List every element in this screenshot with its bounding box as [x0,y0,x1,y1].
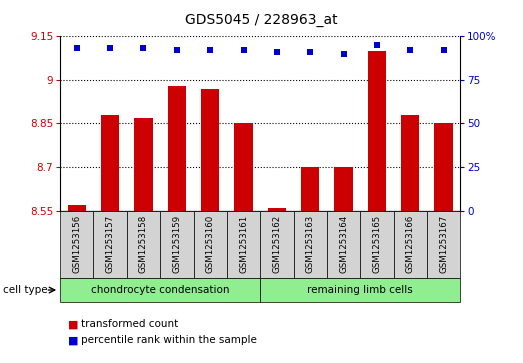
Text: GSM1253161: GSM1253161 [239,215,248,273]
Bar [401,115,419,363]
Text: GDS5045 / 228963_at: GDS5045 / 228963_at [185,13,338,27]
Bar [334,167,353,363]
Point [206,47,214,53]
Text: GSM1253156: GSM1253156 [72,215,81,273]
Point [106,46,115,52]
Text: GSM1253162: GSM1253162 [272,215,281,273]
Text: GSM1253164: GSM1253164 [339,215,348,273]
Bar [301,167,320,363]
Bar [268,208,286,363]
Text: GSM1253158: GSM1253158 [139,215,148,273]
Point [173,47,181,53]
Bar [134,118,153,363]
Point [373,42,381,48]
Text: GSM1253167: GSM1253167 [439,215,448,273]
Text: cell type: cell type [3,285,47,295]
Bar [435,123,453,363]
Text: chondrocyte condensation: chondrocyte condensation [91,285,230,295]
Text: GSM1253159: GSM1253159 [173,215,181,273]
Text: GSM1253160: GSM1253160 [206,215,214,273]
Text: GSM1253165: GSM1253165 [372,215,381,273]
Bar [168,86,186,363]
Point [339,51,348,57]
Point [306,49,314,55]
Point [139,46,147,52]
Text: percentile rank within the sample: percentile rank within the sample [81,335,257,346]
Point [439,47,448,53]
Bar [201,89,219,363]
Text: GSM1253157: GSM1253157 [106,215,115,273]
Text: transformed count: transformed count [81,319,178,329]
Bar [368,51,386,363]
Bar [67,205,86,363]
Text: ■: ■ [68,335,78,346]
Point [272,49,281,55]
Bar [101,115,119,363]
Text: GSM1253163: GSM1253163 [306,215,315,273]
Text: GSM1253166: GSM1253166 [406,215,415,273]
Point [240,47,248,53]
Point [73,46,81,52]
Text: remaining limb cells: remaining limb cells [308,285,413,295]
Text: ■: ■ [68,319,78,329]
Point [406,47,414,53]
Bar [234,123,253,363]
